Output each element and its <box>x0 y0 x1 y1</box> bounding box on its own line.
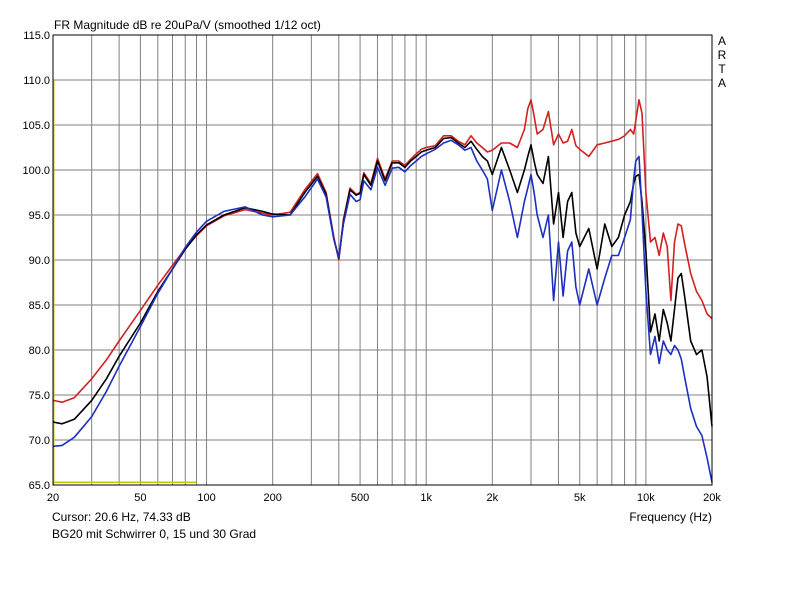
y-tick-label: 115.0 <box>23 30 50 42</box>
series-line-red <box>52 99 713 404</box>
watermark-letter: A <box>718 76 726 90</box>
x-tick-label: 10k <box>637 492 655 504</box>
y-tick-labels: 115.0 110.0 105.0 100.0 95.0 90.0 85.0 80.0 75.0… <box>22 30 50 492</box>
y-tick-label: 90.0 <box>29 255 50 267</box>
y-tick-label: 85.0 <box>29 300 50 312</box>
x-tick-label: 2k <box>487 492 499 504</box>
x-tick-label: 50 <box>134 492 146 504</box>
y-tick-label: 95.0 <box>29 210 50 222</box>
watermark-letter: A <box>718 34 726 48</box>
y-tick-label: 80.0 <box>29 345 50 357</box>
x-tick-labels: 20 50 100 200 500 1k 2k 5k 10k 20k <box>47 492 721 504</box>
x-tick-label: 100 <box>197 492 215 504</box>
x-tick-label: 200 <box>263 492 281 504</box>
x-tick-label: 500 <box>351 492 369 504</box>
series-line-blue <box>52 139 713 483</box>
marker-line-group <box>53 80 197 485</box>
x-axis-label: Frequency (Hz) <box>629 510 712 524</box>
x-tick-label: 20 <box>47 492 59 504</box>
y-tick-label: 110.0 <box>23 75 50 87</box>
series-group <box>52 99 713 483</box>
caption: BG20 mit Schwirrer 0, 15 und 30 Grad <box>52 527 256 541</box>
y-tick-label: 65.0 <box>29 480 50 492</box>
y-tick-label: 100.0 <box>22 165 50 177</box>
chart-title: FR Magnitude dB re 20uPa/V (smoothed 1/1… <box>54 18 321 32</box>
x-tick-label: 5k <box>574 492 586 504</box>
cursor-readout: Cursor: 20.6 Hz, 74.33 dB <box>52 510 191 524</box>
watermark-letter: T <box>718 62 726 76</box>
y-tick-label: 75.0 <box>29 390 50 402</box>
y-tick-label: 105.0 <box>22 120 50 132</box>
x-tick-label: 20k <box>703 492 721 504</box>
x-tick-label: 1k <box>420 492 432 504</box>
y-tick-label: 70.0 <box>29 435 50 447</box>
plot-frame <box>52 34 713 486</box>
watermark-letter: R <box>718 48 727 62</box>
grid <box>53 34 712 486</box>
series-line-black <box>52 136 713 427</box>
